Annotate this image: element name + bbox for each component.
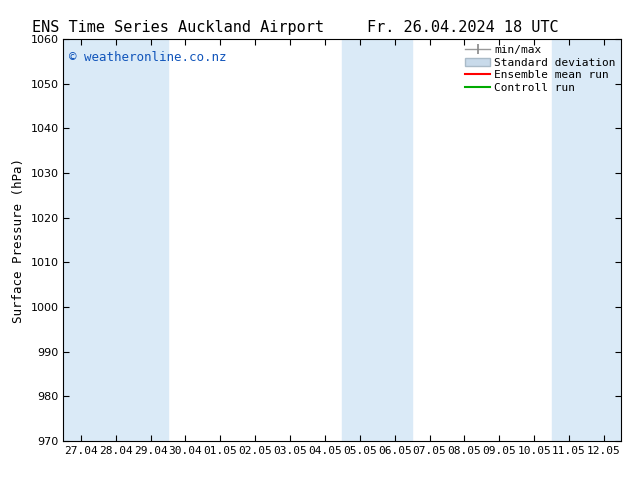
- Bar: [133, 39, 168, 441]
- Legend: min/max, Standard deviation, Ensemble mean run, Controll run: min/max, Standard deviation, Ensemble me…: [465, 45, 616, 93]
- Text: Fr. 26.04.2024 18 UTC: Fr. 26.04.2024 18 UTC: [367, 20, 559, 35]
- Bar: [342, 39, 412, 441]
- Y-axis label: Surface Pressure (hPa): Surface Pressure (hPa): [12, 158, 25, 322]
- Bar: [63, 39, 133, 441]
- Text: © weatheronline.co.nz: © weatheronline.co.nz: [69, 51, 226, 64]
- Bar: [552, 39, 621, 441]
- Text: ENS Time Series Auckland Airport: ENS Time Series Auckland Airport: [32, 20, 323, 35]
